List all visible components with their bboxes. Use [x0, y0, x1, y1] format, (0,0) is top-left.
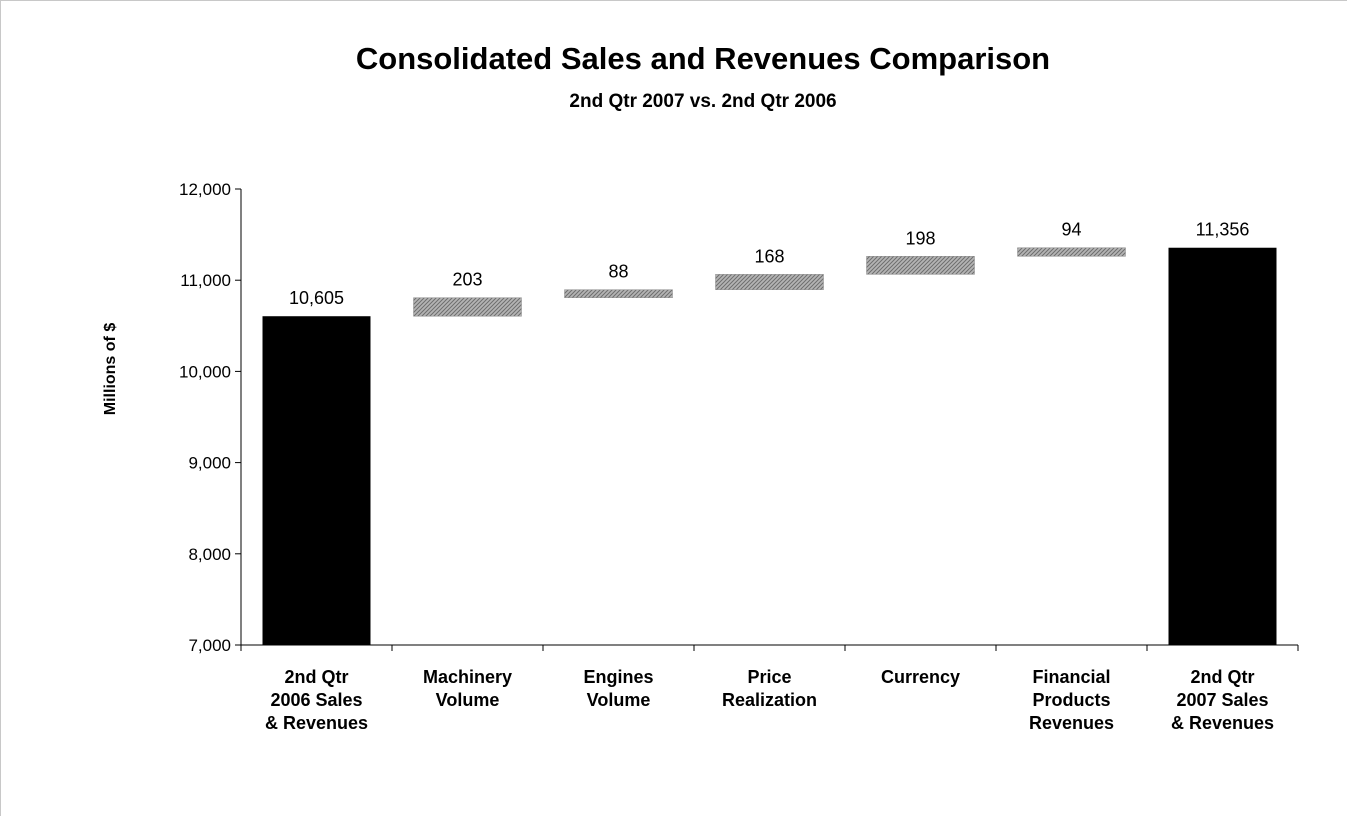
data-label: 10,605 — [289, 288, 344, 308]
change-bar — [866, 256, 975, 275]
data-labels: 10,605 203 88 168 198 94 11,356 — [289, 220, 1249, 308]
category-label-line: 2nd Qtr — [1190, 667, 1254, 687]
category-label: Price Realization — [722, 667, 817, 710]
category-label-line: Volume — [436, 690, 500, 710]
category-label: 2nd Qtr 2007 Sales & Revenues — [1171, 667, 1274, 733]
y-tick-label: 8,000 — [188, 545, 231, 564]
bars — [262, 247, 1277, 646]
category-label-line: 2007 Sales — [1176, 690, 1268, 710]
change-bar — [715, 274, 824, 290]
change-bar — [1017, 247, 1126, 257]
category-label-line: & Revenues — [265, 713, 368, 733]
y-axis-label: Millions of $ — [102, 323, 119, 416]
data-label: 203 — [452, 270, 482, 290]
category-label-line: Machinery — [423, 667, 512, 687]
y-tick-label: 11,000 — [180, 271, 231, 290]
data-label: 168 — [754, 246, 784, 266]
data-label: 11,356 — [1196, 220, 1250, 240]
y-tick-label: 7,000 — [188, 636, 231, 655]
category-label: Financial Products Revenues — [1029, 667, 1114, 733]
category-label-line: Currency — [881, 667, 960, 687]
change-bar — [564, 289, 673, 298]
chart-subtitle: 2nd Qtr 2007 vs. 2nd Qtr 2006 — [569, 91, 836, 112]
category-label-line: Financial — [1032, 667, 1110, 687]
chart-title: Consolidated Sales and Revenues Comparis… — [356, 41, 1050, 76]
y-tick-label: 12,000 — [179, 180, 231, 199]
category-label-line: & Revenues — [1171, 713, 1274, 733]
change-bar — [413, 297, 522, 317]
category-label: Machinery Volume — [423, 667, 512, 710]
category-label: Currency — [881, 667, 960, 687]
category-label-line: Revenues — [1029, 713, 1114, 733]
total-bar — [1168, 247, 1277, 646]
data-label: 88 — [608, 262, 628, 282]
y-tick-label: 9,000 — [188, 454, 231, 473]
data-label: 198 — [905, 228, 935, 248]
category-label-line: Volume — [587, 690, 651, 710]
category-label-line: Price — [747, 667, 791, 687]
category-label-line: Engines — [583, 667, 653, 687]
y-tick-label: 10,000 — [179, 362, 231, 381]
total-bar — [262, 316, 371, 645]
category-label-line: Realization — [722, 690, 817, 710]
category-label: 2nd Qtr 2006 Sales & Revenues — [265, 667, 368, 733]
axes: 7,000 8,000 9,000 10,000 11,000 12,000 2nd Qtr… — [179, 180, 1299, 733]
category-label-line: 2006 Sales — [270, 690, 362, 710]
category-label: Engines Volume — [583, 667, 653, 710]
category-label-line: 2nd Qtr — [284, 667, 348, 687]
category-label-line: Products — [1032, 690, 1110, 710]
data-label: 94 — [1061, 220, 1081, 240]
